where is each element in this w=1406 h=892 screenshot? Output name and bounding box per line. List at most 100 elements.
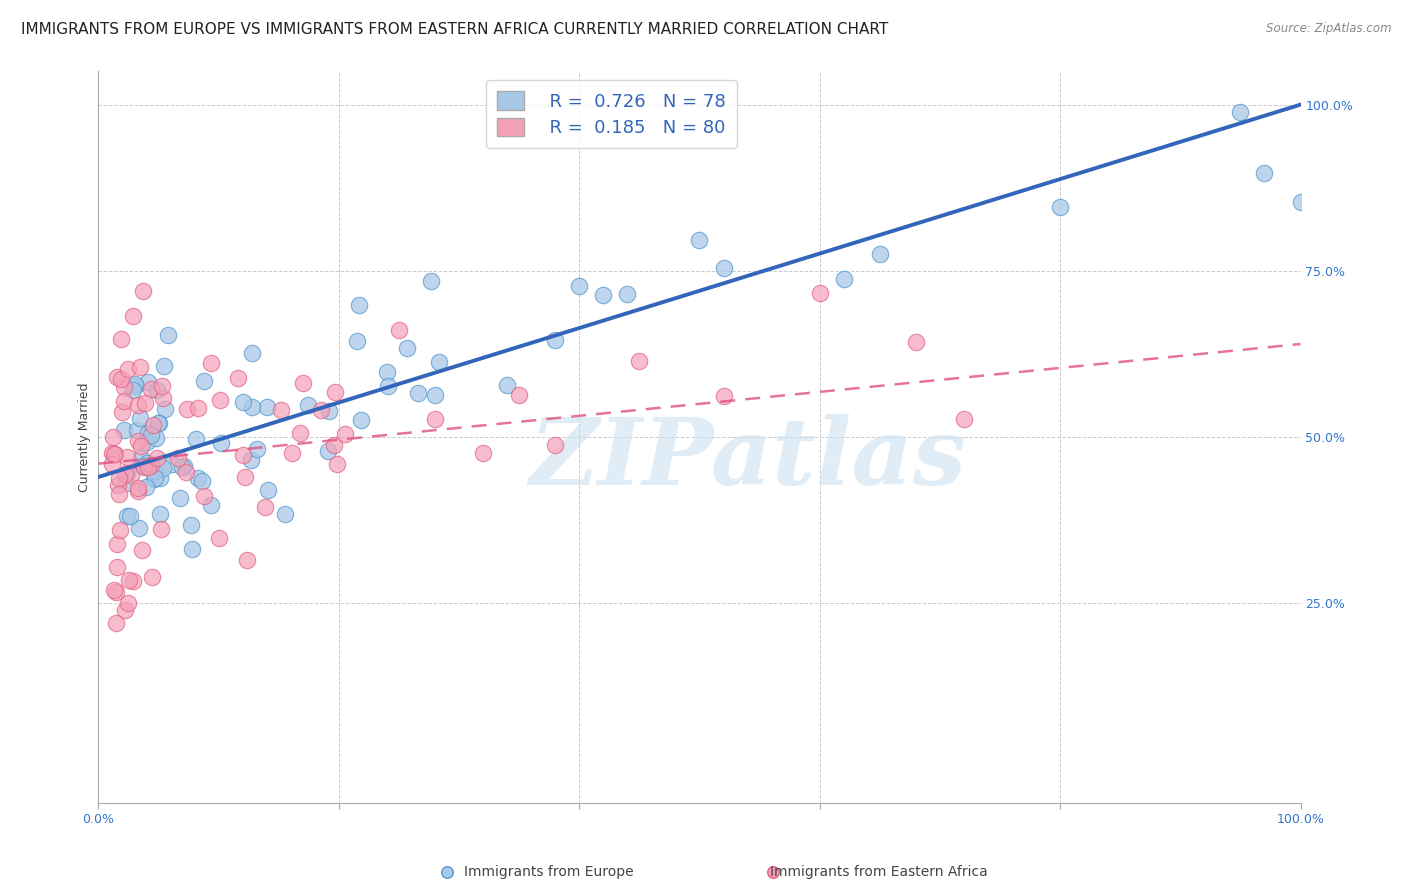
Point bbox=[118, 574, 141, 588]
Point bbox=[108, 471, 131, 485]
Point bbox=[127, 481, 149, 495]
Point bbox=[297, 398, 319, 412]
Point bbox=[122, 574, 145, 588]
Point bbox=[108, 524, 131, 538]
Point bbox=[149, 471, 172, 485]
Point bbox=[208, 392, 231, 407]
Point bbox=[112, 380, 135, 394]
Point bbox=[155, 401, 177, 416]
Point bbox=[101, 446, 124, 460]
Point bbox=[254, 500, 277, 514]
Point bbox=[150, 379, 173, 393]
Point bbox=[174, 466, 197, 480]
Point bbox=[115, 508, 138, 523]
Text: Immigrants from Europe: Immigrants from Europe bbox=[464, 865, 633, 880]
Point bbox=[423, 388, 446, 402]
Point bbox=[281, 446, 304, 460]
Point bbox=[290, 425, 312, 440]
Point bbox=[145, 383, 167, 397]
Point bbox=[110, 371, 132, 385]
Point bbox=[136, 460, 159, 475]
Point bbox=[167, 450, 190, 465]
Point bbox=[495, 378, 517, 392]
Point bbox=[375, 365, 398, 379]
Point bbox=[427, 355, 450, 369]
Point bbox=[146, 416, 169, 430]
Point bbox=[236, 552, 259, 566]
Point bbox=[105, 537, 128, 551]
Point bbox=[120, 509, 142, 524]
Point bbox=[114, 603, 136, 617]
Point bbox=[395, 341, 418, 355]
Point bbox=[129, 360, 152, 375]
Point bbox=[544, 438, 567, 452]
Point bbox=[135, 480, 157, 494]
Point bbox=[129, 439, 152, 453]
Point bbox=[242, 345, 264, 359]
Point bbox=[142, 473, 165, 487]
Point bbox=[239, 453, 262, 467]
Point bbox=[124, 378, 146, 392]
Point bbox=[169, 491, 191, 505]
Point bbox=[318, 404, 340, 418]
Text: ZIPatlas: ZIPatlas bbox=[529, 414, 966, 504]
Point bbox=[181, 542, 204, 557]
Point bbox=[420, 274, 443, 288]
Y-axis label: Currently Married: Currently Married bbox=[79, 383, 91, 491]
Point bbox=[104, 447, 127, 461]
Point bbox=[125, 423, 148, 437]
Point bbox=[127, 434, 149, 449]
Point bbox=[689, 232, 711, 246]
Point bbox=[173, 459, 195, 474]
Point bbox=[127, 398, 149, 412]
Point bbox=[105, 370, 128, 384]
Point bbox=[322, 438, 344, 452]
Point bbox=[134, 396, 156, 410]
Point bbox=[141, 427, 163, 442]
Point bbox=[292, 376, 315, 390]
Point bbox=[103, 430, 125, 444]
Point bbox=[713, 261, 735, 276]
Point bbox=[406, 386, 429, 401]
Point bbox=[1253, 166, 1275, 180]
Point bbox=[904, 335, 927, 350]
Point bbox=[270, 402, 292, 417]
Point bbox=[111, 405, 134, 419]
Point bbox=[103, 447, 125, 461]
Point bbox=[323, 384, 346, 399]
Point bbox=[128, 521, 150, 535]
Point bbox=[1049, 200, 1071, 214]
Point bbox=[110, 332, 132, 346]
Point bbox=[129, 451, 152, 466]
Point bbox=[100, 457, 122, 471]
Point bbox=[333, 426, 356, 441]
Point bbox=[143, 464, 166, 478]
Point bbox=[326, 458, 349, 472]
Point bbox=[226, 371, 249, 385]
Point bbox=[172, 459, 194, 474]
Point bbox=[136, 434, 159, 449]
Point bbox=[246, 442, 269, 456]
Point bbox=[127, 484, 149, 499]
Point bbox=[145, 431, 167, 445]
Point bbox=[180, 518, 202, 533]
Point bbox=[114, 467, 136, 482]
Point bbox=[233, 470, 256, 484]
Point bbox=[187, 401, 209, 415]
Point bbox=[122, 384, 145, 398]
Point bbox=[316, 443, 339, 458]
Point bbox=[115, 467, 138, 481]
Legend:   R =  0.726   N = 78,   R =  0.185   N = 80: R = 0.726 N = 78, R = 0.185 N = 80 bbox=[486, 80, 737, 148]
Point bbox=[176, 401, 198, 416]
Point bbox=[508, 387, 530, 401]
Point bbox=[349, 413, 371, 427]
Point bbox=[115, 450, 138, 465]
Point bbox=[808, 285, 831, 300]
Point bbox=[592, 287, 614, 301]
Point bbox=[184, 432, 207, 446]
Point bbox=[152, 460, 174, 475]
Point bbox=[131, 543, 153, 558]
Point bbox=[132, 460, 155, 475]
Text: Source: ZipAtlas.com: Source: ZipAtlas.com bbox=[1267, 22, 1392, 36]
Point bbox=[713, 389, 735, 403]
